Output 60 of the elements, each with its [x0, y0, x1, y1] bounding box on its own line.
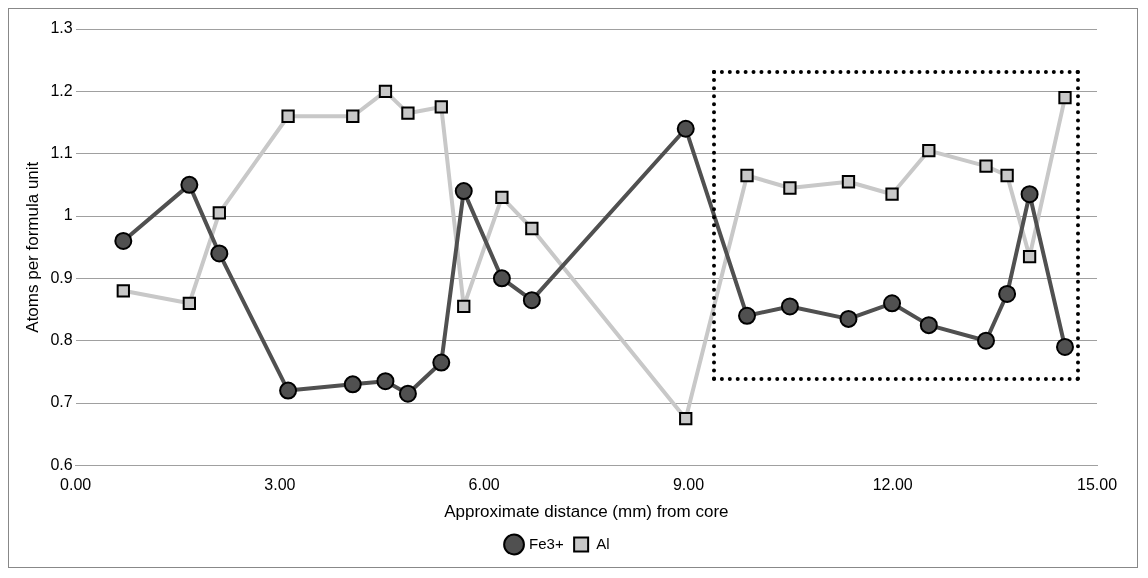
point: [457, 299, 471, 314]
point: [343, 375, 362, 394]
x-tick-label: 9.00: [672, 476, 705, 494]
point: [114, 231, 133, 250]
legend-label: Al: [596, 534, 610, 552]
point: [454, 182, 473, 201]
point: [346, 109, 360, 123]
point: [740, 168, 754, 183]
point: [841, 175, 856, 189]
point: [434, 100, 448, 114]
point: [1022, 249, 1037, 264]
point: [492, 269, 511, 288]
point: [182, 296, 197, 310]
point: [998, 284, 1017, 303]
y-axis-title: Atoms per formula unit: [22, 161, 42, 333]
y-tick-label: 0.8: [50, 331, 73, 349]
point: [398, 384, 417, 403]
point: [885, 187, 899, 201]
y-tick-label: 0.7: [50, 393, 73, 411]
point: [180, 175, 199, 194]
point: [922, 143, 936, 158]
point: [839, 309, 858, 328]
point: [1000, 168, 1014, 183]
point: [401, 106, 415, 120]
point: [212, 206, 226, 220]
x-axis-title: Approximate distance (mm) from core: [444, 502, 729, 522]
point: [281, 109, 295, 123]
point: [1056, 337, 1074, 356]
x-tick-label: 0.00: [60, 476, 92, 494]
y-tick-label: 0.9: [50, 268, 73, 286]
point: [378, 84, 393, 98]
legend-label: Fe3+: [529, 534, 564, 552]
x-tick-label: 12.00: [872, 476, 913, 494]
point: [525, 221, 539, 236]
point: [780, 297, 799, 316]
point: [676, 119, 695, 138]
point: [376, 372, 395, 391]
point: [432, 353, 451, 372]
y-tick-label: 1: [63, 206, 73, 224]
x-tick-label: 6.00: [468, 476, 500, 494]
point: [679, 411, 693, 426]
x-tick-label: 3.00: [264, 476, 296, 494]
point: [919, 316, 938, 335]
point: [1020, 185, 1039, 204]
y-tick-label: 1.2: [50, 81, 73, 99]
point: [495, 190, 509, 204]
point: [210, 244, 229, 263]
point: [1058, 90, 1072, 105]
point: [977, 331, 996, 350]
y-tick-label: 1.3: [50, 19, 73, 37]
point: [522, 291, 541, 310]
point: [738, 306, 757, 325]
point: [979, 159, 993, 173]
x-tick-label: 15.00: [1076, 476, 1118, 494]
y-tick-label: 0.6: [50, 455, 73, 473]
point: [116, 284, 130, 298]
point: [783, 181, 797, 195]
point: [279, 381, 298, 400]
y-tick-label: 1.1: [50, 144, 73, 162]
point: [883, 294, 902, 313]
